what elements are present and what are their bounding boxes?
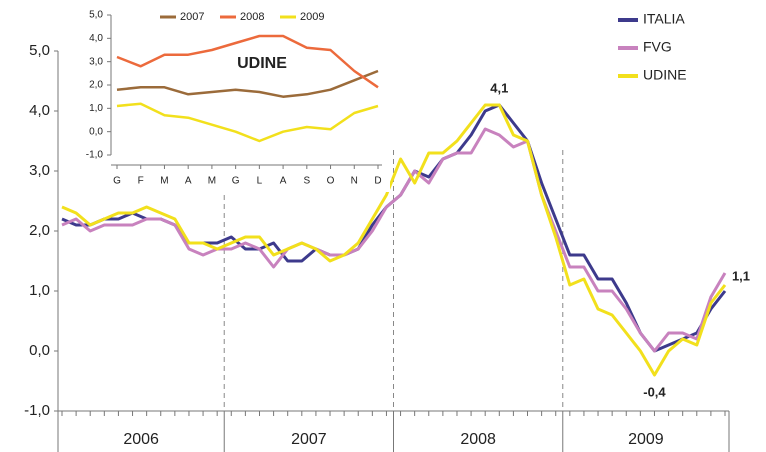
inset-title: UDINE xyxy=(237,55,287,72)
value-label: -0,4 xyxy=(643,384,666,399)
y-tick-label: 3,0 xyxy=(89,56,103,67)
y-tick-label: -1,0 xyxy=(86,150,104,161)
y-tick-label: -1,0 xyxy=(24,402,50,419)
legend-label: 2008 xyxy=(240,11,264,23)
y-tick-label: 2,0 xyxy=(89,80,103,91)
x-tick-label: O xyxy=(327,176,335,187)
x-tick-label: M xyxy=(160,176,168,187)
y-tick-label: 5,0 xyxy=(89,10,103,21)
series-line xyxy=(116,34,379,89)
x-group-label: 2006 xyxy=(123,431,159,448)
value-label: 4,1 xyxy=(490,80,508,95)
x-group-label: 2008 xyxy=(460,431,496,448)
value-label: 1,1 xyxy=(732,268,750,283)
legend-label: ITALIA xyxy=(643,11,685,27)
legend-label: UDINE xyxy=(643,67,687,83)
x-group-label: 2009 xyxy=(628,431,664,448)
x-tick-label: G xyxy=(232,176,240,187)
y-tick-label: 0,0 xyxy=(29,342,50,359)
x-tick-label: D xyxy=(374,176,381,187)
y-tick-label: 3,0 xyxy=(29,162,50,179)
y-tick-label: 4,0 xyxy=(29,102,50,119)
x-tick-label: G xyxy=(113,176,121,187)
x-tick-label: L xyxy=(257,176,263,187)
series-line xyxy=(116,102,379,143)
x-tick-label: A xyxy=(185,176,192,187)
x-tick-label: N xyxy=(351,176,358,187)
x-tick-label: S xyxy=(303,176,310,187)
series-line xyxy=(116,69,379,98)
x-group-label: 2007 xyxy=(291,431,327,448)
inset-background xyxy=(70,2,390,192)
y-tick-label: 0,0 xyxy=(89,126,103,137)
legend-label: 2009 xyxy=(300,11,324,23)
y-tick-label: 2,0 xyxy=(29,222,50,239)
legend-label: FVG xyxy=(643,39,672,55)
y-tick-label: 4,0 xyxy=(89,33,103,44)
x-tick-label: A xyxy=(280,176,287,187)
x-tick-label: M xyxy=(208,176,216,187)
y-tick-label: 1,0 xyxy=(29,282,50,299)
y-tick-label: 1,0 xyxy=(89,103,103,114)
series-line xyxy=(61,103,727,377)
legend-label: 2007 xyxy=(180,11,204,23)
y-tick-label: 5,0 xyxy=(29,42,50,59)
series-line xyxy=(61,127,727,353)
x-tick-label: F xyxy=(138,176,144,187)
